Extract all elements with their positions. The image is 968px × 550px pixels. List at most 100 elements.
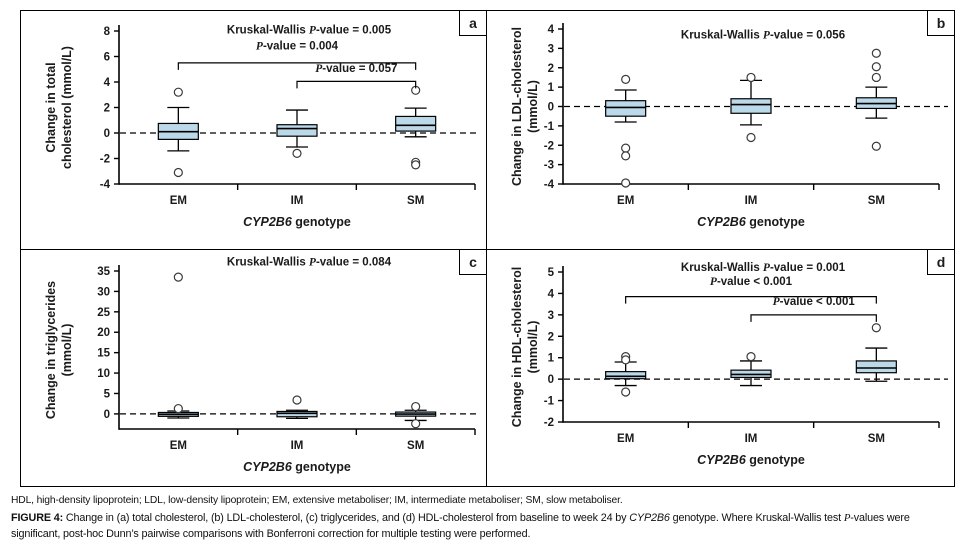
panel-d: 5 4 3 2 1 0 -1 -2 EM IM SM CYP2B6 genotype Change in… bbox=[487, 250, 954, 486]
outlier-point bbox=[411, 160, 421, 170]
outlier-point bbox=[621, 151, 631, 161]
outlier-point bbox=[292, 395, 302, 405]
y-tick-label: 1 bbox=[548, 82, 555, 94]
x-axis-title: CYP2B6 genotype bbox=[697, 215, 805, 229]
outlier-point bbox=[871, 48, 881, 58]
x-category-label: EM bbox=[617, 433, 634, 445]
outlier-point bbox=[411, 401, 421, 412]
outlier-point bbox=[746, 72, 756, 83]
x-axis-title: CYP2B6 genotype bbox=[697, 453, 805, 467]
y-axis-title-line: (mmol/L) bbox=[526, 321, 540, 374]
kruskal-wallis-annotation: Kruskal-Wallis P-value = 0.084 bbox=[227, 256, 392, 268]
y-tick-label: 20 bbox=[97, 327, 110, 339]
y-tick-label: 0 bbox=[104, 409, 110, 421]
y-axis-title: Change in total cholesterol (mmol/L) bbox=[44, 46, 74, 169]
x-category-label: IM bbox=[291, 195, 304, 207]
boxplot-hdl-cholesterol: 5 4 3 2 1 0 -1 -2 EM IM SM CYP2B6 genotype Change in… bbox=[510, 262, 948, 467]
y-tick-label: 2 bbox=[548, 63, 554, 75]
box-EM bbox=[157, 272, 199, 419]
y-tick-label: -1 bbox=[544, 121, 555, 133]
y-tick-label: -2 bbox=[544, 140, 554, 152]
x-axis-title: CYP2B6 genotype bbox=[243, 460, 351, 474]
x-category-label: SM bbox=[868, 195, 885, 207]
y-axis-title: Change in LDL-cholesterol (mmol/L) bbox=[510, 27, 540, 186]
box-SM bbox=[855, 48, 897, 151]
outlier-point bbox=[871, 141, 881, 151]
outlier-point bbox=[621, 387, 631, 397]
comparison-p-value: P-value < 0.001 bbox=[773, 296, 856, 308]
panel-label-c: c bbox=[459, 250, 486, 275]
outlier-point bbox=[746, 132, 756, 143]
y-tick-label: 4 bbox=[548, 288, 555, 300]
y-tick-label: 6 bbox=[104, 52, 110, 64]
iqr-box bbox=[395, 115, 437, 132]
panel-label-d: d bbox=[927, 250, 954, 275]
outlier-point bbox=[746, 352, 756, 362]
panel-label-a: a bbox=[459, 11, 486, 36]
y-tick-label: -1 bbox=[544, 396, 555, 408]
box-IM bbox=[730, 72, 772, 143]
box-IM bbox=[276, 109, 318, 158]
outlier-point bbox=[871, 62, 881, 72]
outlier-point bbox=[621, 355, 631, 365]
y-axis-title: Change in triglycerides (mmol/L) bbox=[44, 281, 74, 419]
x-category-label: EM bbox=[617, 195, 634, 207]
x-axis-title: CYP2B6 genotype bbox=[243, 215, 351, 229]
y-tick-label: 8 bbox=[104, 26, 111, 38]
outlier-point bbox=[173, 272, 183, 282]
outlier-point bbox=[621, 178, 631, 188]
iqr-box bbox=[855, 360, 897, 374]
abbreviations-footnote: HDL, high-density lipoprotein; LDL, low-… bbox=[11, 495, 623, 506]
outlier-point bbox=[173, 167, 183, 178]
caption-gene: CYP2B6 bbox=[629, 512, 670, 524]
panel-a: 8 6 4 2 0 -2 -4 EM IM SM CYP2B6 genotype Change in … bbox=[21, 11, 487, 250]
x-category-label: IM bbox=[291, 440, 304, 452]
outlier-point bbox=[173, 403, 183, 414]
comparison-p-value: P-value = 0.057 bbox=[315, 63, 397, 75]
panel-c: 35 30 25 20 15 10 5 0 EM IM SM CYP2B6 genotype Chang… bbox=[21, 250, 487, 486]
comparison-bracket: P-value = 0.057 bbox=[296, 63, 417, 89]
panel-label-b: b bbox=[927, 11, 954, 36]
box-SM bbox=[395, 401, 437, 429]
outlier-point bbox=[173, 87, 183, 97]
y-axis-title-line: Change in total bbox=[44, 62, 58, 152]
comparison-p-value: P-value = 0.004 bbox=[256, 40, 339, 52]
iqr-box bbox=[276, 410, 318, 418]
y-tick-label: -2 bbox=[544, 417, 554, 429]
bracket-line bbox=[625, 296, 877, 304]
iqr-box bbox=[605, 100, 647, 117]
box-EM bbox=[605, 352, 647, 397]
y-tick-label: 4 bbox=[548, 24, 555, 36]
y-tick-label: 3 bbox=[548, 43, 554, 55]
iqr-box bbox=[276, 124, 318, 137]
bracket-line bbox=[296, 80, 417, 89]
panel-b: 4 3 2 1 0 -1 -2 -3 -4 EM IM SM CYP2B6 genotype Change… bbox=[487, 11, 954, 250]
iqr-box bbox=[730, 98, 772, 114]
comparison-bracket: P-value = 0.004 bbox=[177, 40, 417, 70]
outlier-point bbox=[292, 148, 302, 158]
comparison-p-value: P-value < 0.001 bbox=[710, 276, 793, 288]
y-tick-label: 15 bbox=[97, 348, 110, 360]
y-axis-title-line: (mmol/L) bbox=[526, 80, 540, 133]
iqr-box bbox=[605, 371, 647, 380]
comparison-bracket: P-value < 0.001 bbox=[625, 276, 877, 304]
y-tick-label: 5 bbox=[104, 388, 111, 400]
outlier-point bbox=[411, 419, 421, 429]
y-tick-label: 25 bbox=[97, 307, 110, 319]
x-category-label: IM bbox=[745, 195, 758, 207]
y-tick-label: 3 bbox=[548, 310, 554, 322]
boxplot-triglycerides: 35 30 25 20 15 10 5 0 EM IM SM CYP2B6 genotype Chang… bbox=[44, 256, 480, 474]
y-tick-label: 0 bbox=[104, 128, 110, 140]
y-tick-label: 4 bbox=[104, 77, 111, 89]
y-axis-title-line: Change in LDL-cholesterol bbox=[510, 27, 524, 186]
y-tick-label: -3 bbox=[544, 160, 554, 172]
y-tick-label: 35 bbox=[97, 266, 110, 278]
y-tick-label: 30 bbox=[97, 286, 110, 298]
y-tick-label: 0 bbox=[548, 102, 554, 114]
y-tick-label: 5 bbox=[548, 267, 555, 279]
box-IM bbox=[276, 395, 318, 420]
y-tick-label: 1 bbox=[548, 353, 555, 365]
y-axis-title: Change in HDL-cholesterol (mmol/L) bbox=[510, 267, 540, 427]
x-category-label: SM bbox=[407, 195, 424, 207]
